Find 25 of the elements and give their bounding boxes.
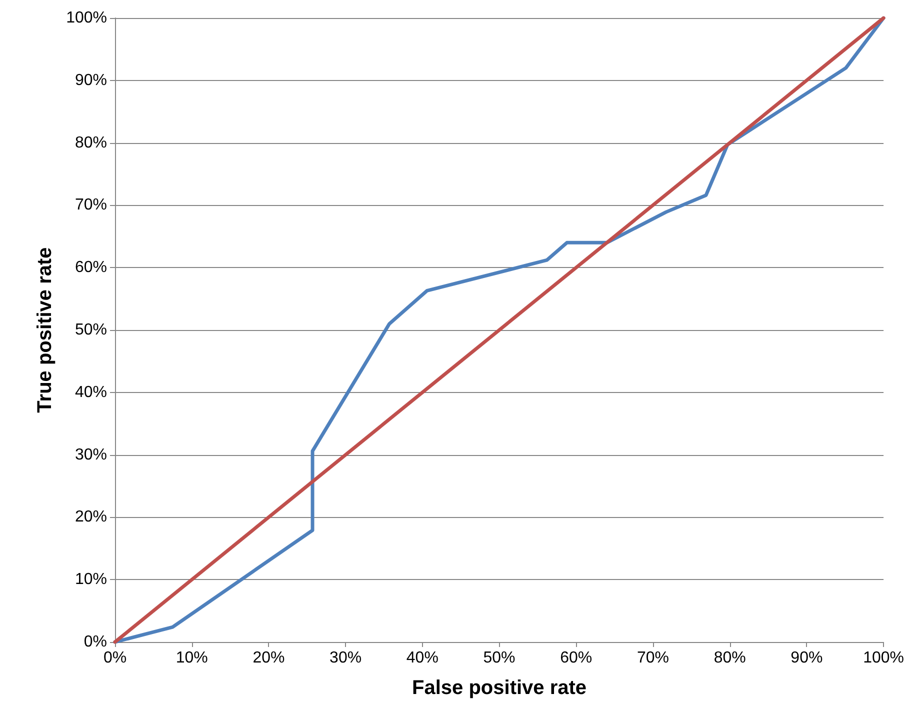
y-tick-label: 20% xyxy=(74,508,107,526)
y-tick-label: 100% xyxy=(66,10,107,26)
y-tick-label: 40% xyxy=(74,384,107,401)
x-tick-label: 90% xyxy=(790,650,823,666)
y-tick-label: 30% xyxy=(74,446,107,464)
x-tick-label: 40% xyxy=(406,650,438,666)
y-axis-title: True positive rate xyxy=(34,247,56,413)
y-tick-label: 50% xyxy=(74,322,107,338)
line-series xyxy=(113,16,886,644)
x-tick-label: 20% xyxy=(252,650,285,666)
y-tick-label: 60% xyxy=(74,259,107,276)
x-tick-label: 100% xyxy=(863,650,904,666)
y-tick-label: 70% xyxy=(74,196,107,214)
x-tick-label: 10% xyxy=(176,650,208,666)
x-tick-label: 30% xyxy=(330,650,362,666)
y-tick-label: 80% xyxy=(74,134,107,152)
y-tick-label: 90% xyxy=(74,72,107,89)
y-tick-label: 0% xyxy=(84,634,107,650)
x-tick-label: 70% xyxy=(636,650,669,666)
x-tick-label: 0% xyxy=(103,650,127,666)
x-axis-title: False positive rate xyxy=(412,677,587,699)
x-tick-label: 60% xyxy=(560,650,592,666)
x-tick-label: 50% xyxy=(483,650,516,666)
x-tick-label: 80% xyxy=(714,650,746,666)
y-tick-label: 10% xyxy=(74,571,107,588)
